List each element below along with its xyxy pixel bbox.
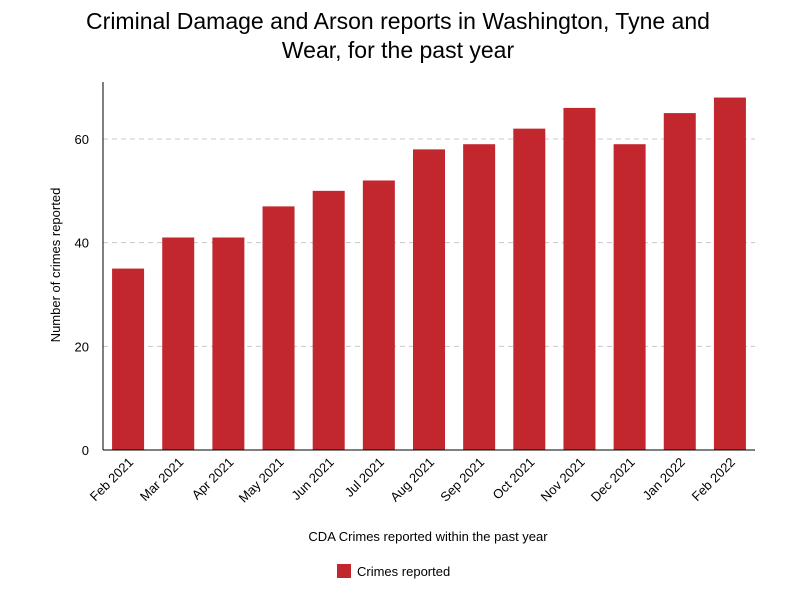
bar-series <box>112 97 746 451</box>
bar-jul-2021[interactable] <box>362 180 395 450</box>
legend[interactable]: Crimes reported <box>337 564 450 579</box>
y-axis-ticks: 0 20 40 60 <box>75 132 89 458</box>
x-tick-label: Jun 2021 <box>288 455 336 503</box>
x-tick-label: Feb 2021 <box>87 455 136 504</box>
x-tick-label: Aug 2021 <box>387 455 437 505</box>
legend-swatch <box>337 564 351 578</box>
x-tick-label: Mar 2021 <box>137 455 186 504</box>
bar-feb-2022[interactable] <box>713 97 746 451</box>
legend-label: Crimes reported <box>357 564 450 579</box>
x-tick-label: Apr 2021 <box>189 455 237 503</box>
x-tick-label: Jan 2022 <box>639 455 687 503</box>
x-tick-label: May 2021 <box>236 455 287 506</box>
x-tick-label: Dec 2021 <box>588 455 638 505</box>
y-tick-label: 40 <box>75 236 89 251</box>
bar-jan-2022[interactable] <box>663 113 696 450</box>
chart-title-line-2: Wear, for the past year <box>282 37 515 63</box>
chart-title: Criminal Damage and Arson reports in Was… <box>86 8 710 63</box>
bar-dec-2021[interactable] <box>613 144 646 450</box>
y-tick-label: 60 <box>75 132 89 147</box>
y-axis-title: Number of crimes reported <box>48 188 63 343</box>
bar-aug-2021[interactable] <box>413 149 445 450</box>
x-axis-title: CDA Crimes reported within the past year <box>308 529 548 544</box>
bar-apr-2021[interactable] <box>212 237 245 450</box>
y-tick-label: 0 <box>82 443 89 458</box>
x-tick-label: Feb 2022 <box>689 455 738 504</box>
x-tick-label: Jul 2021 <box>342 455 387 500</box>
chart-title-line-1: Criminal Damage and Arson reports in Was… <box>86 8 710 34</box>
x-tick-label: Oct 2021 <box>490 455 538 503</box>
bar-oct-2021[interactable] <box>513 128 546 450</box>
bar-nov-2021[interactable] <box>563 107 596 450</box>
bar-feb-2021[interactable] <box>112 268 145 450</box>
bar-may-2021[interactable] <box>262 206 295 450</box>
x-tick-label: Sep 2021 <box>437 455 487 505</box>
x-axis-ticks: Feb 2021 Mar 2021 Apr 2021 May 2021 Jun 2021… <box>87 455 738 506</box>
y-tick-label: 20 <box>75 339 89 354</box>
bar-jun-2021[interactable] <box>312 190 345 450</box>
x-tick-label: Nov 2021 <box>538 455 588 505</box>
bar-sep-2021[interactable] <box>463 144 496 450</box>
axes <box>102 82 755 451</box>
bar-mar-2021[interactable] <box>162 237 195 450</box>
